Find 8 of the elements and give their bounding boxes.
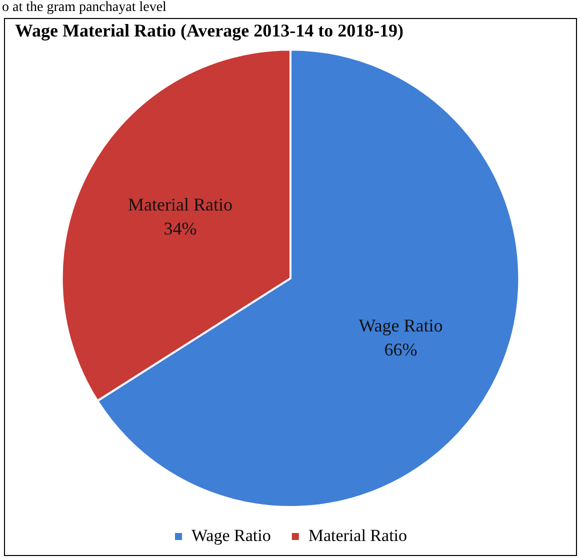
data-label: 66% bbox=[384, 340, 418, 360]
legend-label: Wage Ratio bbox=[191, 526, 271, 545]
data-label: 34% bbox=[164, 218, 197, 238]
slice-label: Wage Ratio bbox=[358, 316, 443, 336]
chart-title: Wage Material Ratio (Average 2013-14 to 2018-19) bbox=[15, 20, 404, 40]
legend-label: Material Ratio bbox=[308, 526, 408, 545]
text: o at the gram panchayat level bbox=[2, 0, 166, 16]
slice-label: Material Ratio bbox=[128, 194, 233, 214]
